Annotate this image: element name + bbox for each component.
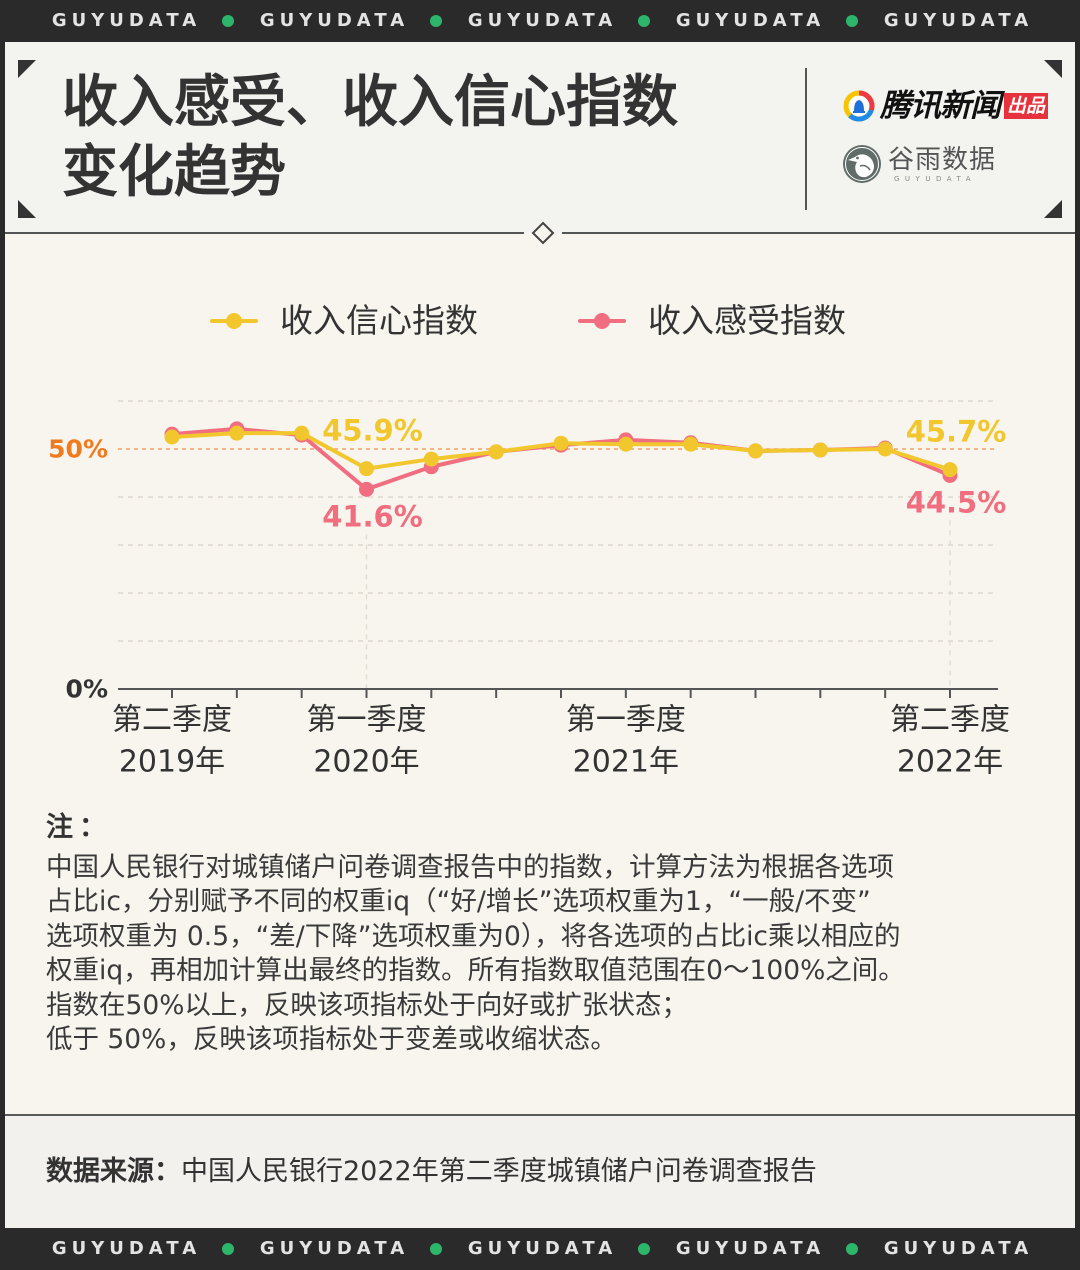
x-tick-label-year: 2020年 <box>313 745 419 780</box>
legend-dot <box>226 313 242 329</box>
notes-line: 低于 50%，反映该项指标处于变差或收缩状态。 <box>46 1024 617 1056</box>
corner-mark-bottom-right <box>1044 200 1062 218</box>
brand-strip-word: GUYUDATA <box>467 10 618 31</box>
data-point <box>359 481 374 497</box>
data-point <box>748 443 763 459</box>
data-source-text: 中国人民银行2022年第二季度城镇储户问卷调查报告 <box>181 1156 817 1187</box>
data-label: 44.5% <box>906 485 1007 519</box>
data-point <box>877 441 893 457</box>
brand-strip-word: GUYUDATA <box>675 1238 826 1259</box>
data-point <box>618 436 634 452</box>
data-point <box>488 444 504 460</box>
data-point <box>812 442 828 458</box>
brand-strip-dot <box>846 1243 858 1255</box>
data-point <box>683 436 699 452</box>
produced-by-badge: 出品 <box>1004 93 1049 119</box>
data-source: 数据来源：中国人民银行2022年第二季度城镇储户问卷调查报告 <box>46 1152 1056 1192</box>
brand-strip-dot <box>222 15 234 27</box>
source-divider <box>5 1114 1075 1116</box>
diamond-icon <box>531 221 555 245</box>
brand-strip-word: GUYUDATA <box>675 10 826 31</box>
line-chart: 0% 50% 第二季度 2019年 第一季度 2020年 第一季度 2021年 第二季度 2022… <box>48 400 1010 780</box>
guyu-data-logo: 谷雨数据 GUYUDATA <box>842 144 996 184</box>
x-tick-label-year: 2019年 <box>119 745 225 780</box>
data-point <box>423 451 439 467</box>
header-decorations <box>5 60 1075 245</box>
tencent-news-name: 腾讯新闻 <box>880 88 1001 124</box>
data-point <box>164 429 180 445</box>
data-point <box>229 425 245 441</box>
brand-strip-dot <box>222 1243 234 1255</box>
legend-item-income-perception: 收入感受指数 <box>578 300 846 342</box>
legend-dot <box>594 313 610 329</box>
corner-mark-top-left <box>18 60 36 78</box>
x-tick-label-quarter: 第二季度 <box>890 703 1010 738</box>
legend-marker <box>578 313 626 329</box>
guyu-data-subtitle: GUYUDATA <box>894 174 976 183</box>
brand-strip-dot <box>638 1243 650 1255</box>
brand-strip-word: GUYUDATA <box>259 1238 410 1259</box>
notes-line: 指数在50%以上，反映该项指标处于向好或扩张状态； <box>46 989 688 1021</box>
notes-line: 中国人民银行对城镇储户问卷调查报告中的指数，计算方法为根据各选项 <box>46 852 894 883</box>
x-tick-label-year: 2021年 <box>573 745 679 780</box>
notes-line: 占比ic，分别赋予不同的权重iq（“好/增长”选项权重为1，“一般/不变” <box>46 886 871 918</box>
brand-strip-dot <box>638 15 650 27</box>
data-label: 45.7% <box>906 415 1007 449</box>
tencent-news-logo: 腾讯新闻 出品 <box>842 88 1049 124</box>
data-label: 45.9% <box>322 414 423 448</box>
brand-strip-word: GUYUDATA <box>883 10 1034 31</box>
guyu-data-name: 谷雨数据 <box>888 144 997 175</box>
tencent-news-icon <box>843 90 875 122</box>
data-label: 41.6% <box>322 499 423 533</box>
notes-block: 注： 中国人民银行对城镇储户问卷调查报告中的指数，计算方法为根据各选项 占比ic… <box>46 810 1056 1057</box>
notes-heading: 注： <box>46 812 112 843</box>
corner-mark-top-right <box>1044 60 1062 78</box>
x-tick-label-quarter: 第一季度 <box>566 703 686 738</box>
brand-strip-word: GUYUDATA <box>883 1238 1034 1259</box>
page-title-line-2: 变化趋势 <box>62 140 286 205</box>
y-tick-label: 0% <box>66 675 108 704</box>
notes-line: 选项权重为 0.5，“差/下降”选项权重为0），将各选项的占比ic乘以相应的 <box>46 920 901 952</box>
data-point <box>553 435 569 451</box>
source-panel <box>5 1115 1075 1228</box>
data-point <box>359 461 374 477</box>
series-1 <box>164 425 958 478</box>
y-tick-label: 50% <box>48 435 108 464</box>
brand-strip-word: GUYUDATA <box>467 1238 618 1259</box>
gridlines <box>118 400 998 689</box>
data-point <box>942 462 958 478</box>
legend-marker <box>210 313 258 329</box>
brand-strip-word: GUYUDATA <box>51 10 202 31</box>
notes-line: 权重iq，再相加计算出最终的指数。所有指数取值范围在0～100%之间。 <box>46 955 905 987</box>
brand-strip-dot <box>430 1243 442 1255</box>
data-point <box>294 425 310 441</box>
brand-strip-word: GUYUDATA <box>51 1238 202 1259</box>
data-source-label: 数据来源： <box>46 1156 181 1187</box>
brand-strip-bottom: GUYUDATA GUYUDATA GUYUDATA GUYUDATA GUYU… <box>0 1228 1080 1270</box>
chart-panel <box>5 233 1075 1115</box>
x-tick-label-quarter: 第二季度 <box>112 703 232 738</box>
corner-mark-bottom-left <box>18 200 36 218</box>
x-tick-label-quarter: 第一季度 <box>307 703 427 738</box>
brand-strip-dot <box>430 15 442 27</box>
header-panel <box>5 42 1075 233</box>
brand-strip-dot <box>846 15 858 27</box>
guyu-bird-icon <box>843 145 881 183</box>
brand-strip-top: GUYUDATA GUYUDATA GUYUDATA GUYUDATA GUYU… <box>0 0 1080 42</box>
page-title-line-1: 收入感受、收入信心指数 <box>62 70 678 135</box>
legend-label: 收入感受指数 <box>648 301 846 340</box>
brand-strip-word: GUYUDATA <box>259 10 410 31</box>
legend-item-income-confidence: 收入信心指数 <box>210 300 478 342</box>
legend-label: 收入信心指数 <box>280 301 478 340</box>
x-tick-label-year: 2022年 <box>897 745 1003 780</box>
